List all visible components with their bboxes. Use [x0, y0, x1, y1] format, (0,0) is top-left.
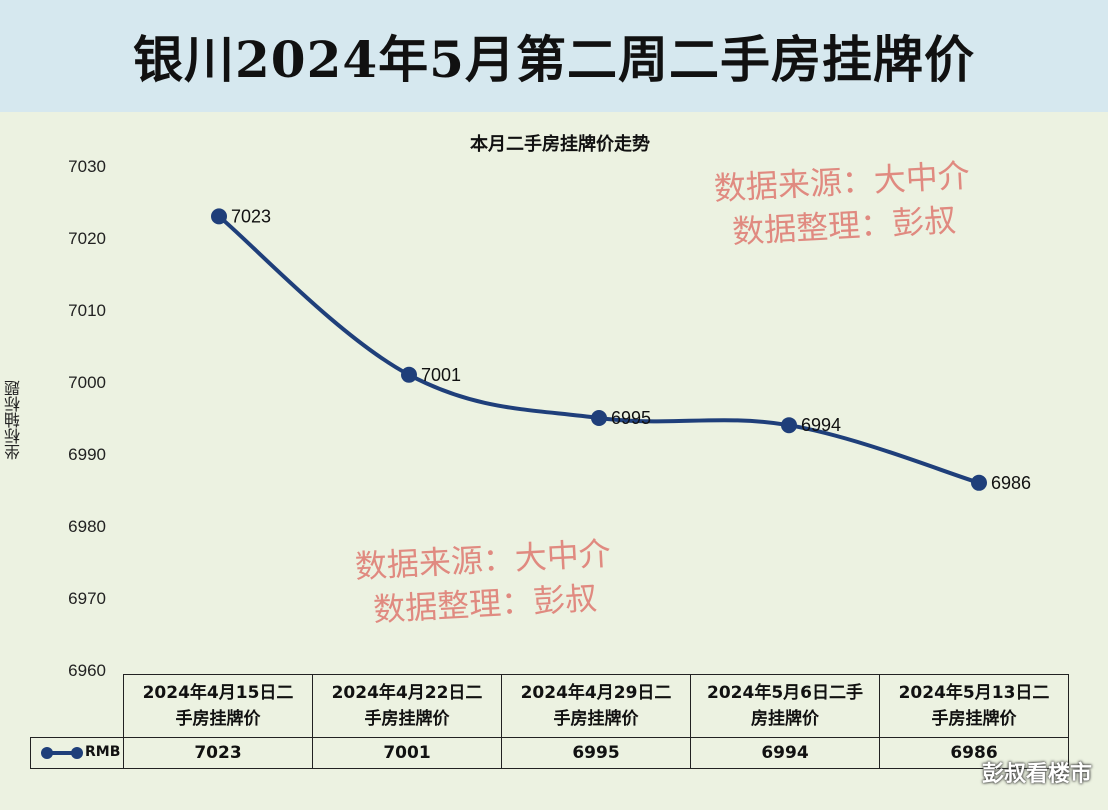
table-value-cell: 6995 — [502, 738, 691, 769]
data-table: 2024年4月15日二 手房挂牌价 2024年4月22日二 手房挂牌价 2024年4… — [30, 674, 1069, 769]
table-header-cell: 2024年4月22日二 手房挂牌价 — [313, 675, 502, 738]
y-tick-label: 6980 — [68, 517, 106, 536]
data-point — [781, 417, 797, 433]
watermark-bottom: 数据来源：大中介 数据整理：彭叔 — [354, 531, 614, 632]
table-row: RMB 7023 7001 6995 6994 6986 — [31, 738, 1069, 769]
y-tick-label: 7030 — [68, 157, 106, 176]
legend-cell: RMB — [31, 738, 124, 769]
y-tick-label: 7000 — [68, 373, 106, 392]
y-tick-label: 7020 — [68, 229, 106, 248]
table-value-cell: 7001 — [313, 738, 502, 769]
table-value-cell: 7023 — [124, 738, 313, 769]
watermark-top: 数据来源：大中介 数据整理：彭叔 — [713, 153, 973, 254]
data-point — [591, 410, 607, 426]
data-point — [211, 208, 227, 224]
table-value-cell: 6994 — [691, 738, 880, 769]
legend-label: RMB — [85, 744, 120, 760]
y-tick-label: 6970 — [68, 589, 106, 608]
data-point — [401, 367, 417, 383]
table-header-cell: 2024年5月6日二手 房挂牌价 — [691, 675, 880, 738]
table-header-row: 2024年4月15日二 手房挂牌价 2024年4月22日二 手房挂牌价 2024年4… — [31, 675, 1069, 738]
table-header-cell: 2024年4月29日二 手房挂牌价 — [502, 675, 691, 738]
table-corner — [31, 675, 124, 738]
data-point — [971, 475, 987, 491]
table-header-cell: 2024年4月15日二 手房挂牌价 — [124, 675, 313, 738]
legend-swatch-icon — [39, 738, 85, 768]
series-line — [219, 216, 979, 482]
y-tick-label: 7010 — [68, 301, 106, 320]
table-header-cell: 2024年5月13日二 手房挂牌价 — [880, 675, 1069, 738]
footer-brand: 彭叔看楼市 — [982, 756, 1092, 788]
data-label: 6994 — [801, 415, 841, 435]
y-tick-label: 6990 — [68, 445, 106, 464]
data-label: 6986 — [991, 473, 1031, 493]
data-label: 7001 — [421, 365, 461, 385]
data-label: 6995 — [611, 408, 651, 428]
data-label: 7023 — [231, 206, 271, 226]
